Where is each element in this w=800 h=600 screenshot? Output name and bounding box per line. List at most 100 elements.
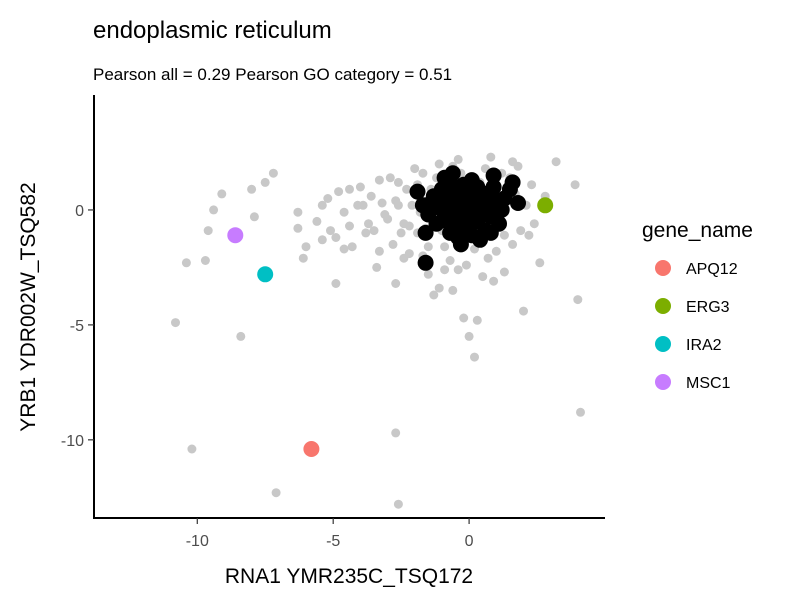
legend-label-msc1: MSC1	[686, 375, 731, 392]
background-point	[388, 239, 398, 249]
background-point	[361, 228, 371, 238]
background-point	[374, 175, 384, 185]
gene-point-apq12	[303, 441, 320, 457]
chart-title: endoplasmic reticulum	[93, 17, 332, 44]
background-point	[440, 265, 450, 275]
background-point	[402, 184, 412, 194]
legend-key-msc1	[655, 374, 671, 390]
go-category-point	[436, 169, 453, 186]
background-point	[535, 258, 545, 268]
background-point	[529, 219, 539, 229]
background-point	[461, 260, 471, 270]
background-point	[326, 226, 335, 236]
background-point	[317, 200, 327, 210]
background-point	[369, 226, 379, 236]
background-point	[486, 152, 496, 162]
background-point	[171, 318, 180, 328]
background-point	[345, 221, 354, 231]
background-point	[391, 279, 401, 288]
background-point	[423, 269, 433, 279]
data-points	[171, 152, 585, 509]
go-category-point	[423, 195, 439, 211]
legend-label-erg3: ERG3	[686, 299, 730, 316]
background-point	[366, 191, 376, 201]
go-category-point	[439, 213, 456, 230]
legend-label-ira2: IRA2	[686, 337, 722, 354]
x-axis-title: RNA1 YMR235C_TSQ172	[225, 565, 473, 588]
background-point	[429, 290, 439, 300]
y-tick-label: -5	[70, 318, 84, 335]
background-point	[364, 219, 373, 229]
background-point	[268, 168, 278, 178]
background-point	[524, 230, 534, 240]
x-tick-label: -5	[326, 533, 340, 550]
background-point	[187, 444, 197, 454]
go-category-point	[504, 174, 521, 191]
background-point	[573, 295, 583, 305]
background-point	[448, 285, 458, 295]
background-point	[249, 212, 259, 222]
background-point	[393, 177, 403, 187]
legend: gene_name APQ12 ERG3 IRA2 MSC1	[642, 219, 753, 392]
background-point	[203, 226, 213, 236]
background-point	[508, 239, 518, 249]
background-point	[345, 184, 354, 194]
background-point	[472, 315, 482, 325]
background-point	[434, 283, 444, 293]
background-point	[331, 233, 341, 242]
y-axis-title: YRB1 YDR002W_TSQ582	[17, 182, 40, 431]
go-category-point	[485, 179, 502, 195]
legend-title: gene_name	[642, 219, 753, 242]
background-point	[440, 242, 450, 252]
background-point	[445, 256, 455, 265]
background-point	[464, 331, 474, 341]
background-point	[418, 168, 428, 178]
background-point	[519, 306, 528, 316]
background-point	[334, 187, 344, 197]
legend-key-erg3	[655, 298, 671, 314]
background-point	[355, 182, 365, 192]
background-point	[491, 246, 501, 256]
background-point	[298, 253, 308, 263]
x-axis-ticks: -10 -5 0	[186, 518, 474, 550]
background-point	[570, 180, 580, 190]
background-point	[453, 265, 463, 275]
background-point	[293, 207, 303, 217]
background-point	[396, 228, 406, 238]
legend-label-apq12: APQ12	[686, 261, 738, 278]
background-point	[339, 207, 349, 217]
background-point	[358, 200, 368, 210]
background-point	[423, 242, 433, 252]
go-category-point	[482, 224, 499, 241]
legend-key-ira2	[655, 336, 671, 352]
y-tick-label: -10	[61, 433, 84, 450]
background-point	[347, 242, 357, 252]
background-point	[499, 267, 509, 277]
go-category-point	[510, 195, 526, 211]
background-point	[200, 256, 210, 265]
background-point	[372, 262, 382, 272]
background-point	[393, 499, 403, 509]
background-point	[312, 216, 322, 226]
background-point	[317, 235, 327, 245]
background-point	[434, 159, 444, 169]
background-point	[380, 210, 390, 219]
background-point	[247, 184, 257, 194]
background-point	[399, 253, 409, 263]
background-point	[331, 279, 341, 288]
background-point	[293, 223, 303, 233]
background-point	[391, 428, 401, 438]
background-point	[374, 246, 384, 256]
background-point	[323, 194, 333, 203]
background-point	[407, 200, 417, 210]
background-point	[516, 226, 526, 236]
background-point	[576, 407, 585, 417]
legend-key-apq12	[655, 260, 671, 276]
background-point	[459, 313, 469, 323]
go-category-point	[417, 224, 434, 241]
background-point	[489, 276, 499, 286]
background-point	[410, 164, 420, 174]
background-point	[260, 177, 270, 187]
background-point	[478, 272, 488, 282]
